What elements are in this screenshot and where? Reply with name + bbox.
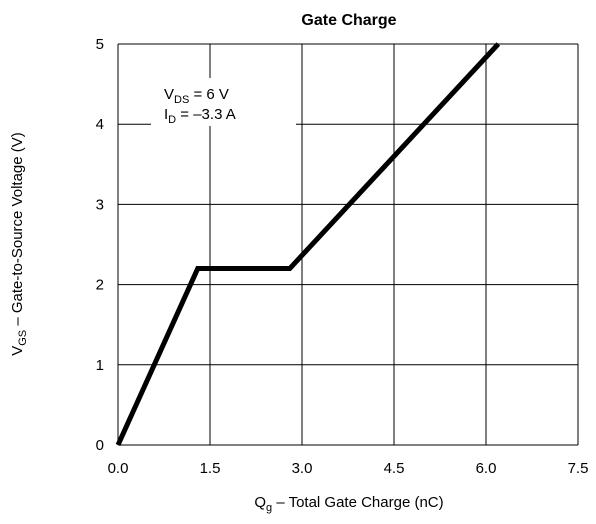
y-axis-label: VGS – Gate-to-Source Voltage (V) (9, 132, 29, 356)
annotation-vds: VDS = 6 V (164, 86, 229, 106)
x-tick-label-3: 4.5 (384, 460, 405, 477)
x-tick-label-0: 0.0 (108, 460, 129, 477)
chart-title: Gate Charge (301, 12, 396, 29)
y-axis-label-sub: GS (17, 330, 29, 346)
x-axis-label-rest: – Total Gate Charge (nC) (272, 494, 443, 511)
annotation-vds-main: V (164, 86, 174, 103)
y-tick-label-0: 0 (96, 437, 104, 454)
x-axis-label-sub: g (266, 502, 272, 514)
y-tick-label-2: 2 (96, 277, 104, 294)
y-tick-labels: 0 1 2 3 4 5 (96, 36, 104, 454)
y-tick-label-5: 5 (96, 36, 104, 53)
y-tick-label-4: 4 (96, 116, 104, 133)
series-line (115, 42, 501, 447)
x-tick-label-4: 6.0 (476, 460, 497, 477)
x-tick-labels: 0.0 1.5 3.0 4.5 6.0 7.5 (108, 460, 589, 477)
annotation-background (151, 78, 296, 126)
y-axis-label-main: V (9, 346, 26, 356)
annotation-id: ID = –3.3 A (164, 106, 236, 126)
x-tick-label-5: 7.5 (568, 460, 589, 477)
x-axis-label: Qg – Total Gate Charge (nC) (254, 494, 443, 514)
y-tick-label-3: 3 (96, 196, 104, 213)
annotation-vds-rest: = 6 V (189, 86, 229, 103)
annotation-id-main: I (164, 106, 168, 123)
y-axis-label-rest: – Gate-to-Source Voltage (V) (9, 132, 26, 330)
y-tick-label-1: 1 (96, 357, 104, 374)
annotation-vds-sub: DS (174, 94, 189, 106)
annotation-id-sub: D (168, 114, 176, 126)
x-tick-label-2: 3.0 (292, 460, 313, 477)
x-tick-label-1: 1.5 (200, 460, 221, 477)
annotation-id-rest: = –3.3 A (176, 106, 236, 123)
x-axis-label-main: Q (254, 494, 266, 511)
